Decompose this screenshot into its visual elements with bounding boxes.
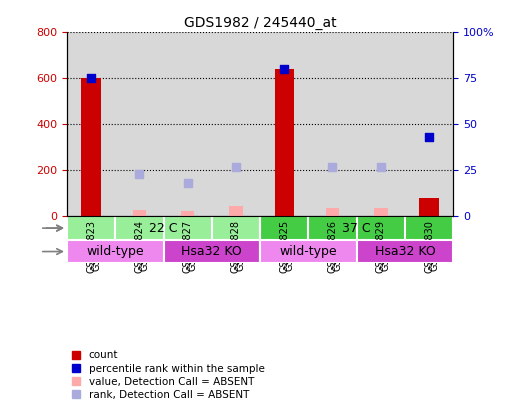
Text: GSM92826: GSM92826 bbox=[333, 218, 342, 271]
Text: GSM92825: GSM92825 bbox=[284, 218, 294, 271]
Bar bbox=[405, 216, 453, 240]
Point bbox=[87, 75, 95, 82]
Text: wild-type: wild-type bbox=[280, 245, 337, 258]
Text: GSM92825: GSM92825 bbox=[279, 220, 289, 273]
Bar bbox=[260, 32, 308, 216]
Point bbox=[280, 66, 288, 72]
Text: GSM92826: GSM92826 bbox=[328, 220, 337, 273]
Text: wild-type: wild-type bbox=[87, 245, 144, 258]
Legend: count, percentile rank within the sample, value, Detection Call = ABSENT, rank, : count, percentile rank within the sample… bbox=[72, 350, 265, 400]
Title: GDS1982 / 245440_at: GDS1982 / 245440_at bbox=[184, 16, 336, 30]
Bar bbox=[115, 216, 163, 240]
Bar bbox=[163, 216, 212, 240]
Bar bbox=[356, 32, 405, 216]
Text: 37 C: 37 C bbox=[342, 222, 371, 234]
Point bbox=[376, 164, 385, 170]
Point bbox=[183, 180, 192, 187]
Text: GSM92829: GSM92829 bbox=[376, 220, 386, 273]
Bar bbox=[212, 216, 260, 240]
Text: GSM92823: GSM92823 bbox=[91, 218, 101, 271]
Bar bbox=[325, 208, 339, 216]
Text: GSM92827: GSM92827 bbox=[187, 218, 198, 271]
Bar bbox=[308, 216, 356, 240]
Bar bbox=[163, 32, 212, 216]
Bar bbox=[356, 216, 405, 240]
Bar bbox=[308, 32, 356, 216]
Text: GSM92827: GSM92827 bbox=[183, 220, 193, 273]
Bar bbox=[67, 32, 115, 216]
Bar bbox=[115, 32, 163, 216]
Text: 22 C: 22 C bbox=[149, 222, 178, 234]
Text: GSM92829: GSM92829 bbox=[381, 218, 391, 271]
Bar bbox=[181, 211, 194, 216]
Bar bbox=[356, 240, 453, 263]
Text: GSM92824: GSM92824 bbox=[140, 218, 149, 271]
Text: Hsa32 KO: Hsa32 KO bbox=[181, 245, 242, 258]
Point bbox=[329, 164, 337, 170]
Bar bbox=[260, 216, 308, 240]
Bar bbox=[67, 216, 260, 240]
Bar bbox=[260, 216, 453, 240]
Point bbox=[232, 164, 240, 170]
Bar bbox=[374, 208, 387, 216]
Bar bbox=[274, 69, 294, 216]
Text: GSM92828: GSM92828 bbox=[231, 220, 241, 273]
Bar bbox=[67, 216, 115, 240]
Bar bbox=[212, 32, 260, 216]
Bar bbox=[419, 198, 439, 216]
Text: Hsa32 KO: Hsa32 KO bbox=[374, 245, 435, 258]
Bar bbox=[260, 240, 356, 263]
Bar bbox=[163, 240, 260, 263]
Text: GSM92830: GSM92830 bbox=[429, 218, 439, 271]
Bar bbox=[133, 209, 146, 216]
Point bbox=[425, 134, 433, 141]
Text: GSM92830: GSM92830 bbox=[424, 220, 434, 273]
Text: GSM92823: GSM92823 bbox=[86, 220, 96, 273]
Bar bbox=[405, 32, 453, 216]
Point bbox=[135, 171, 144, 177]
Bar bbox=[229, 206, 243, 216]
Text: GSM92824: GSM92824 bbox=[134, 220, 144, 273]
Bar bbox=[81, 79, 101, 216]
Bar bbox=[67, 240, 163, 263]
Text: GSM92828: GSM92828 bbox=[236, 218, 246, 271]
